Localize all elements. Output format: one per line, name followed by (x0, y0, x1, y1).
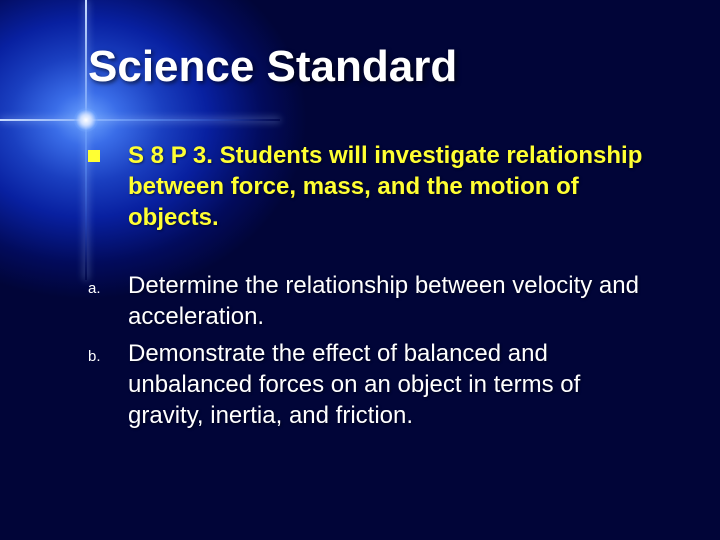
sub-item-a: a. Determine the relationship between ve… (88, 270, 660, 332)
marker-a: a. (88, 270, 128, 332)
sub-item-b: b. Demonstrate the effect of balanced an… (88, 338, 660, 432)
sub-item-b-text: Demonstrate the effect of balanced and u… (128, 338, 660, 432)
square-bullet-icon (88, 140, 128, 234)
page-title: Science Standard (88, 42, 660, 92)
main-bullet-text: S 8 P 3. Students will investigate relat… (128, 140, 660, 234)
slide-content: Science Standard S 8 P 3. Students will … (0, 0, 720, 478)
marker-b: b. (88, 338, 128, 432)
sub-item-a-text: Determine the relationship between veloc… (128, 270, 660, 332)
main-bullet-item: S 8 P 3. Students will investigate relat… (88, 140, 660, 234)
